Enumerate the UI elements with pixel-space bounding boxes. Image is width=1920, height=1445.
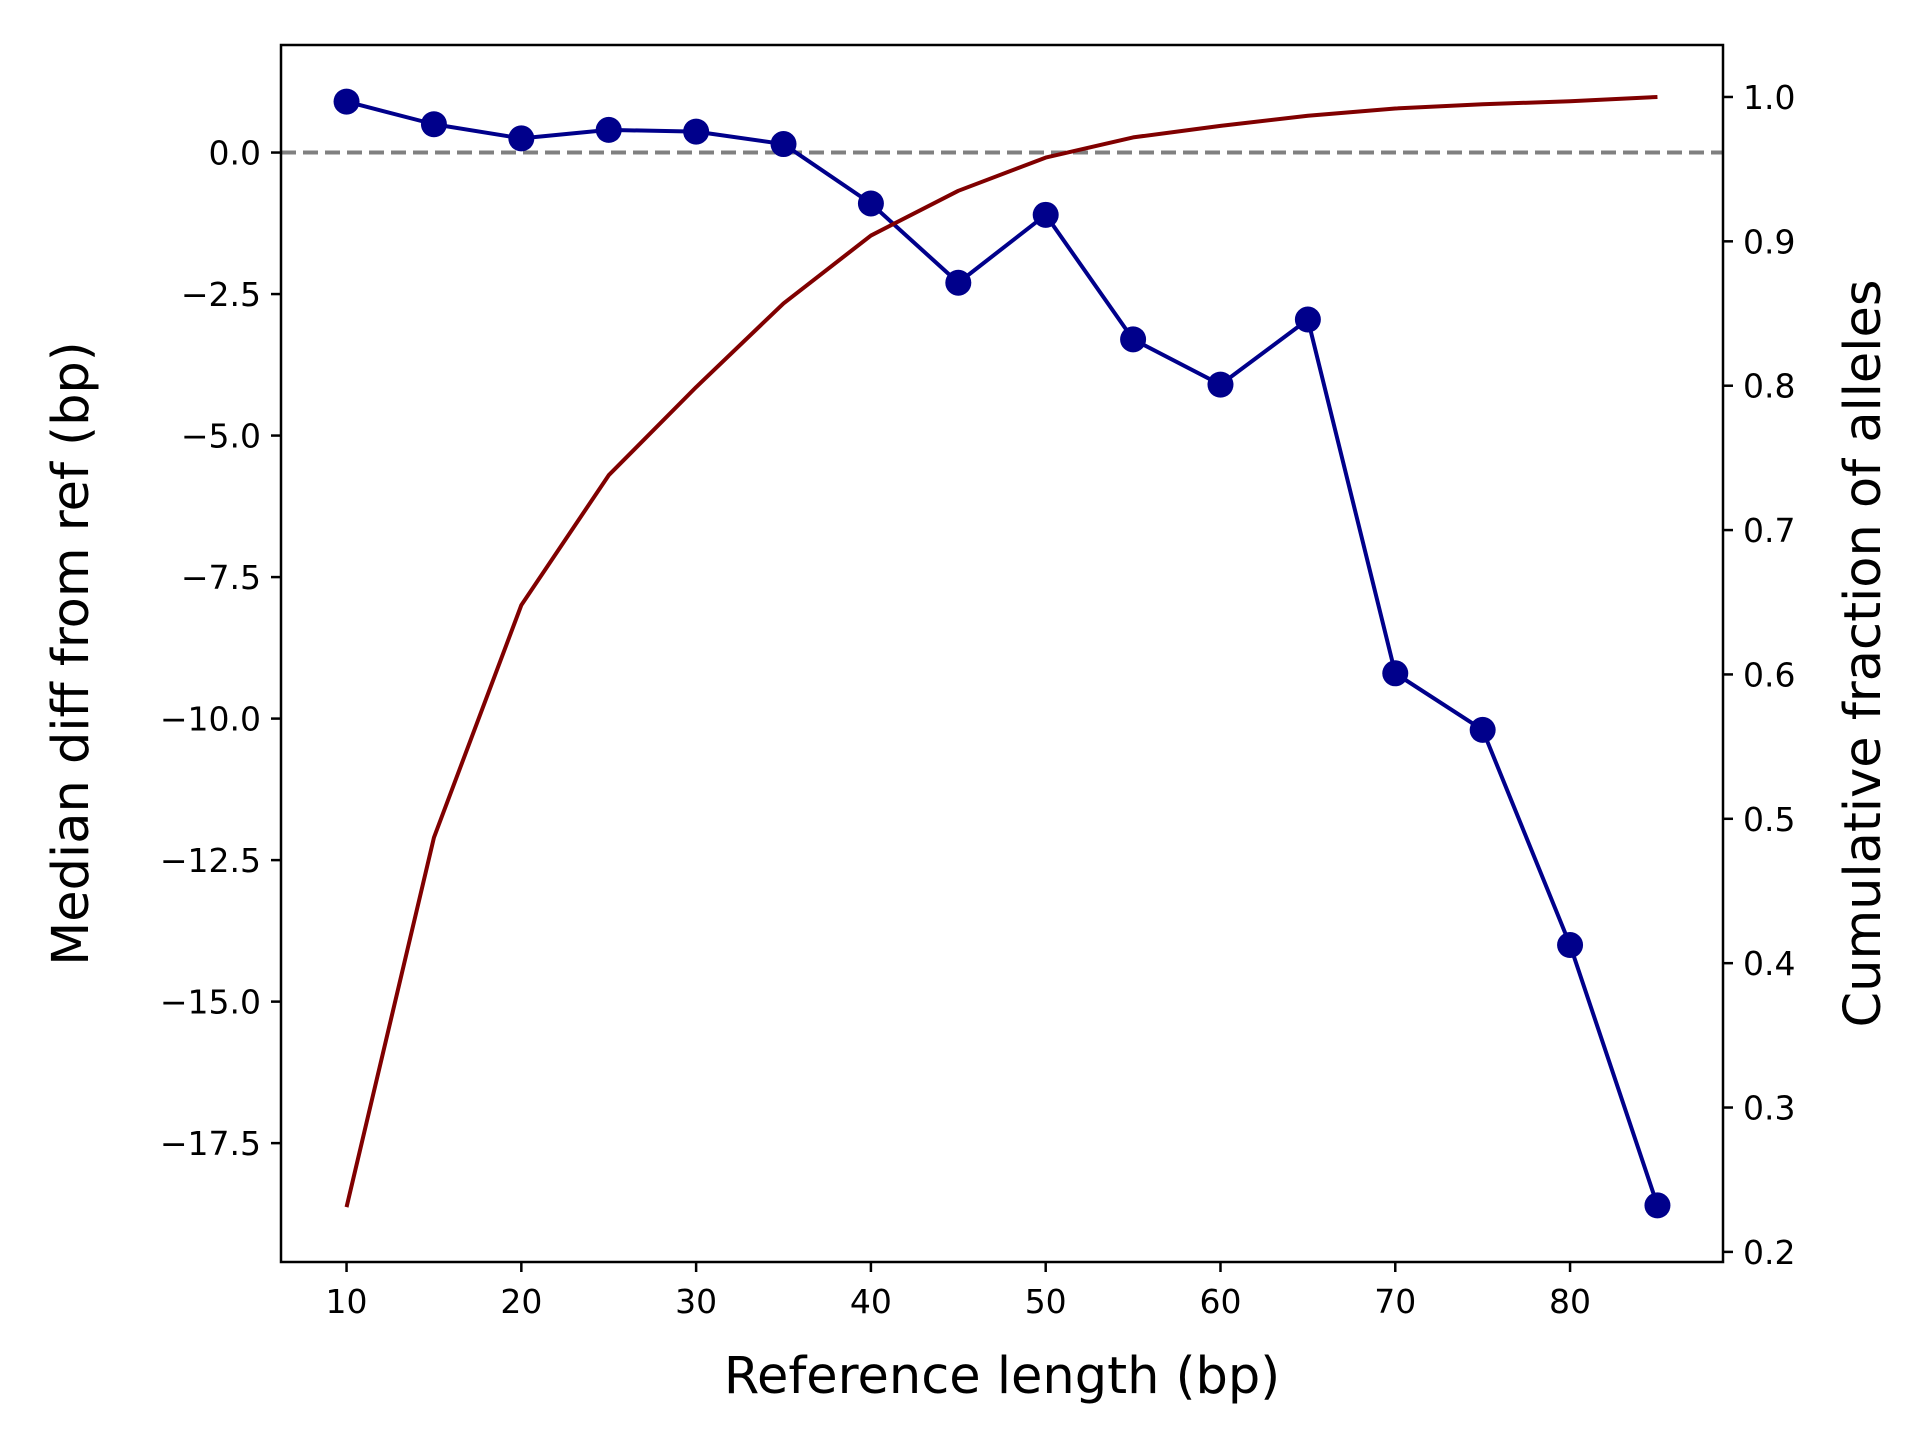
- x-tick-label-80: 80: [1549, 1282, 1591, 1321]
- median-diff-point-55: [1120, 326, 1147, 353]
- median-diff-point-20: [508, 125, 535, 152]
- y2-tick-label-6: 0.4: [1743, 944, 1795, 983]
- y-tick-label-6: −15.0: [160, 983, 261, 1022]
- y-axis-ticks: 0.0 −2.5 −5.0 −7.5 −10.0 −12.5 −15.0 −17.5: [160, 134, 281, 1163]
- median-diff-point-35: [770, 131, 797, 158]
- median-diff-point-50: [1032, 201, 1059, 228]
- x-axis-title: Reference length (bp): [724, 1347, 1280, 1406]
- x-tick-label-60: 60: [1199, 1282, 1241, 1321]
- median-diff-point-60: [1207, 371, 1234, 398]
- median-diff-point-65: [1294, 306, 1321, 333]
- y2-axis-title: Cumulative fraction of alleles: [1834, 280, 1893, 1028]
- median-diff-line: [346, 99, 1660, 1207]
- y-axis-title: Median diff from ref (bp): [42, 341, 101, 965]
- x-tick-label-40: 40: [850, 1282, 892, 1321]
- median-diff-point-70: [1382, 660, 1409, 687]
- median-diff-point-15: [420, 111, 447, 138]
- x-tick-label-20: 20: [500, 1282, 542, 1321]
- y2-tick-label-0: 1.0: [1743, 78, 1795, 117]
- y2-tick-label-3: 0.7: [1743, 511, 1795, 550]
- median-diff-point-25: [595, 116, 622, 143]
- y-tick-label-1: −2.5: [181, 275, 261, 314]
- median-diff-point-40: [857, 190, 884, 217]
- cumulative-fraction-line: [344, 94, 1658, 1208]
- y2-tick-label-4: 0.6: [1743, 655, 1795, 694]
- median-diff-point-10: [333, 88, 360, 115]
- y2-tick-label-1: 0.9: [1743, 222, 1795, 261]
- y-tick-label-2: −5.0: [181, 417, 261, 456]
- plot-frame: [279, 43, 1725, 1264]
- y2-tick-label-5: 0.5: [1743, 800, 1795, 839]
- x-tick-label-50: 50: [1025, 1282, 1067, 1321]
- median-diff-point-80: [1557, 932, 1584, 959]
- median-diff-point-45: [945, 269, 972, 296]
- y-tick-label-0: 0.0: [209, 134, 261, 173]
- median-diff-point-30: [683, 118, 710, 145]
- y-tick-label-3: −7.5: [181, 558, 261, 597]
- y2-tick-label-8: 0.2: [1743, 1233, 1795, 1272]
- x-tick-label-10: 10: [326, 1282, 368, 1321]
- y-tick-label-5: −12.5: [160, 841, 261, 880]
- y2-tick-label-2: 0.8: [1743, 367, 1795, 406]
- x-axis-ticks: 10 20 30 40 50 60 70 80: [326, 1262, 1591, 1321]
- series-layer: [333, 88, 1671, 1219]
- y2-axis-ticks: 1.0 0.9 0.8 0.7 0.6 0.5 0.4 0.3 0.2: [1723, 78, 1795, 1272]
- y-tick-label-4: −10.0: [160, 700, 261, 739]
- y2-tick-label-7: 0.3: [1743, 1089, 1795, 1128]
- median-diff-point-75: [1469, 716, 1496, 743]
- y-tick-label-7: −17.5: [160, 1124, 261, 1163]
- median-diff-point-85: [1644, 1192, 1671, 1219]
- x-tick-label-30: 30: [675, 1282, 717, 1321]
- x-tick-label-70: 70: [1374, 1282, 1416, 1321]
